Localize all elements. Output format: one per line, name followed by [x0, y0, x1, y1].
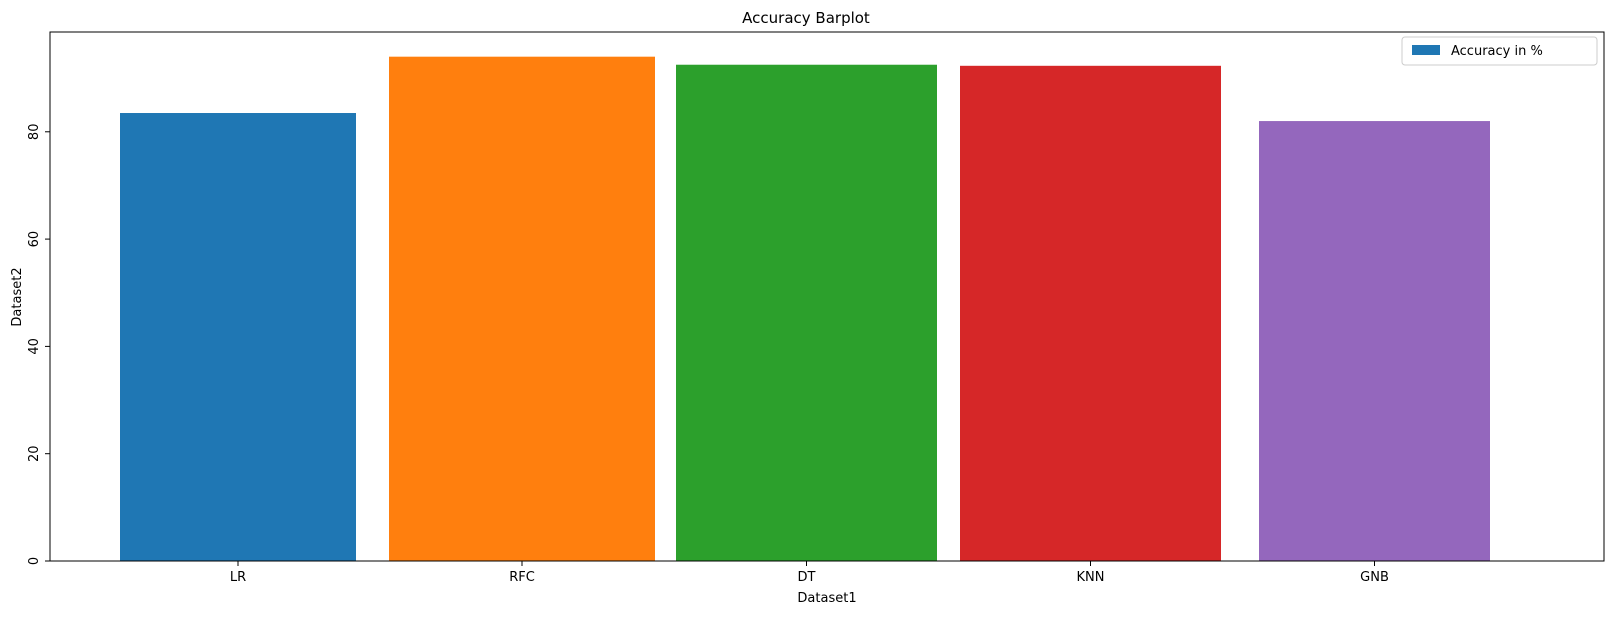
- y-axis-label: Dataset2: [10, 267, 25, 326]
- bar-rfc: [389, 56, 655, 562]
- bar-dt: [676, 64, 937, 562]
- plot-frame: [49, 31, 1605, 562]
- y-tick-label: 20: [27, 445, 42, 462]
- x-tick-label: LR: [230, 570, 246, 585]
- x-tick-label: RFC: [509, 570, 535, 585]
- legend-box: [1401, 36, 1598, 66]
- bars-group: [120, 56, 1490, 562]
- legend: Accuracy in %: [1401, 36, 1598, 66]
- x-axis: LR RFC DT KNN GNB: [230, 561, 1389, 585]
- bar-lr: [120, 113, 356, 561]
- x-tick-label: GNB: [1360, 570, 1389, 585]
- chart-title: Accuracy Barplot: [742, 9, 870, 27]
- x-tick-label: KNN: [1077, 570, 1105, 585]
- x-tick-label: DT: [798, 570, 816, 585]
- y-tick-label: 0: [27, 557, 42, 565]
- y-axis: 0 20 40 60 80: [27, 124, 50, 565]
- y-tick-label: 60: [27, 231, 42, 248]
- y-tick-label: 40: [27, 338, 42, 355]
- bar-knn: [960, 65, 1221, 561]
- x-axis-label: Dataset1: [797, 591, 856, 606]
- legend-label: Accuracy in %: [1451, 44, 1543, 59]
- y-tick-label: 80: [27, 124, 42, 141]
- legend-swatch: [1412, 45, 1440, 55]
- bar-gnb: [1259, 121, 1490, 561]
